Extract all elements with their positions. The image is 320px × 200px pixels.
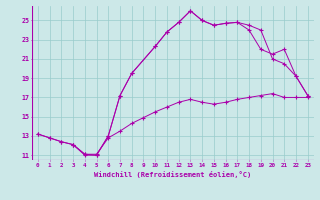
X-axis label: Windchill (Refroidissement éolien,°C): Windchill (Refroidissement éolien,°C) xyxy=(94,171,252,178)
